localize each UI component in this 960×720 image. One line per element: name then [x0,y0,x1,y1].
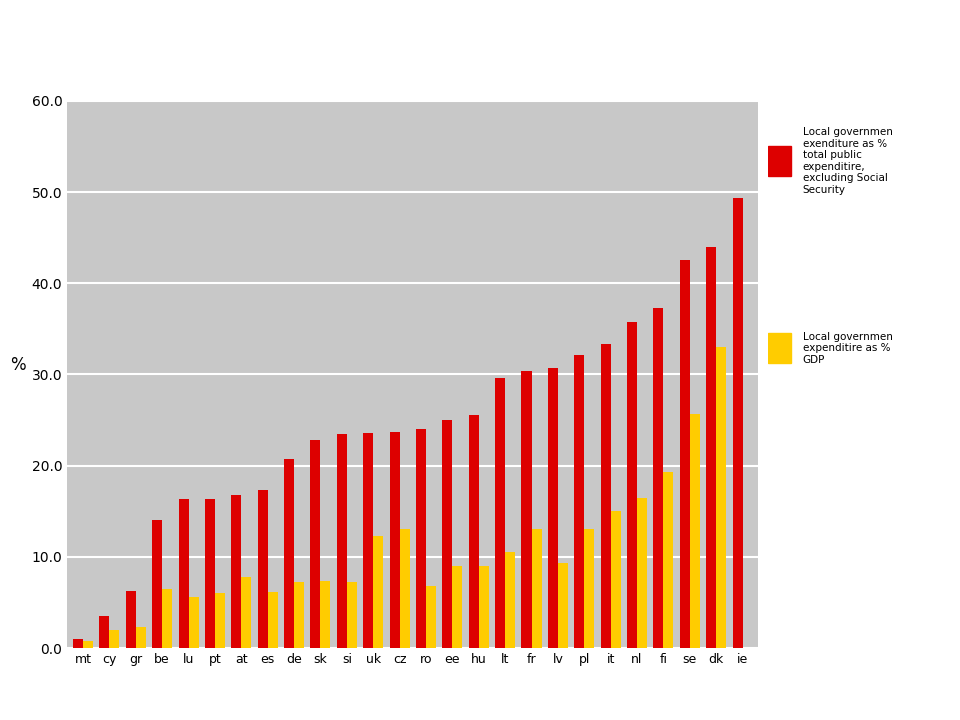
Bar [426,586,436,648]
Bar [558,563,568,648]
Bar [257,490,268,648]
Bar [585,529,594,648]
Bar [188,597,199,648]
Bar [162,589,172,648]
Bar [390,432,399,648]
Y-axis label: %: % [10,356,26,374]
Bar [627,323,637,648]
Bar [215,593,225,648]
Bar [363,433,373,648]
Bar [321,580,330,648]
Bar [310,440,321,648]
Bar [611,511,621,648]
Bar [479,566,489,648]
Bar [73,639,83,648]
Bar [574,355,585,648]
Bar [732,199,743,648]
Bar [399,528,410,648]
Bar [241,577,252,648]
Text: Kommunsektorns andel av off. utgifter och BNP: Kommunsektorns andel av off. utgifter oc… [0,26,960,60]
Bar [347,582,357,648]
Bar [452,566,463,648]
Bar [416,429,426,648]
Bar [654,308,663,648]
Bar [373,536,383,648]
Bar [135,627,146,648]
Bar [637,498,647,648]
Bar [707,247,716,648]
Bar [109,630,119,648]
Bar [505,552,516,648]
Bar [548,368,558,648]
Bar [294,582,304,648]
Bar [179,500,188,648]
Bar [495,378,505,648]
Bar [601,344,611,648]
Bar [268,593,277,648]
Bar [532,529,541,648]
FancyBboxPatch shape [768,146,791,176]
FancyBboxPatch shape [768,333,791,363]
Bar [231,495,241,648]
Bar [83,641,93,648]
Text: Local governmen
exenditure as %
total public
expenditire,
excluding Social
Secur: Local governmen exenditure as % total pu… [803,127,893,195]
Bar [680,261,690,648]
Bar [443,420,452,648]
Bar [716,347,726,648]
Bar [126,591,135,648]
Bar [284,459,294,648]
Bar [337,433,347,648]
Bar [521,371,532,648]
Bar [663,472,674,648]
Bar [204,500,215,648]
Text: Local governmen
expenditire as %
GDP: Local governmen expenditire as % GDP [803,332,893,365]
Bar [100,616,109,648]
Bar [690,413,700,648]
Bar [152,521,162,648]
Bar [468,415,479,648]
